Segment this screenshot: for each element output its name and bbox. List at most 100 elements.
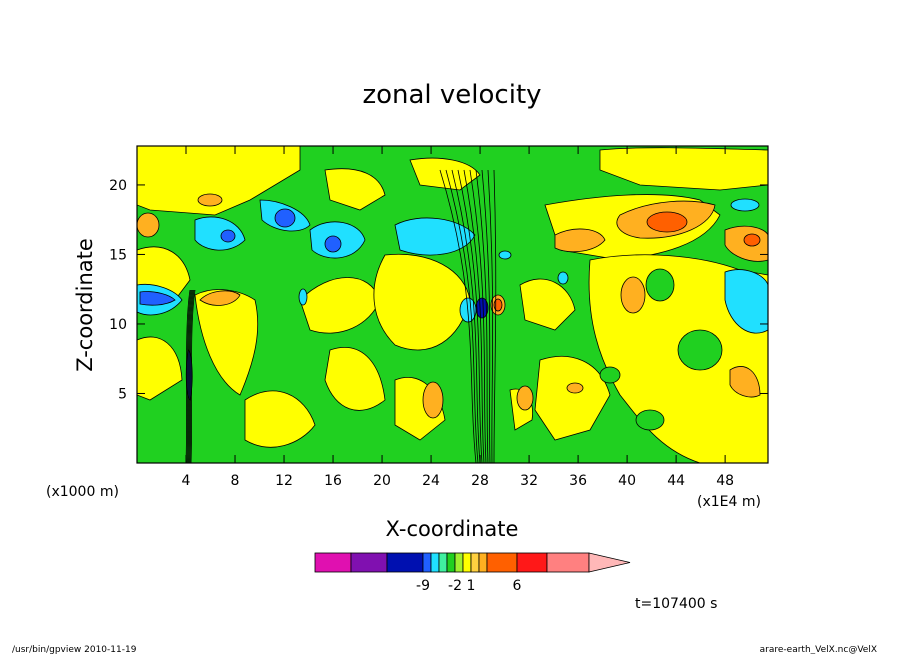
- contour-region: [139, 291, 176, 306]
- contour-region: [566, 382, 584, 394]
- colorbar-segment: [386, 552, 424, 573]
- colorbar-segment: [462, 552, 472, 573]
- contour-line: [469, 169, 487, 463]
- colorbar-segment: [470, 552, 480, 573]
- contour-region: [729, 366, 761, 398]
- colorbar-segment: [516, 552, 548, 573]
- contour-line: [185, 289, 191, 463]
- colorbar-segment: [430, 552, 440, 573]
- contour-line: [445, 169, 479, 463]
- colorbar-segment: [350, 552, 388, 573]
- contour-region: [324, 347, 386, 411]
- colorbar-segment: [454, 552, 464, 573]
- colorbar-label: -2: [448, 578, 462, 594]
- contour-line: [463, 169, 485, 463]
- colorbar-label: -9: [416, 578, 430, 594]
- y-tick-label: 10: [109, 317, 127, 333]
- colorbar-extension: [588, 552, 631, 573]
- x-tick-label: 40: [618, 473, 636, 489]
- contour-region: [646, 211, 688, 233]
- contour-line: [190, 289, 196, 463]
- contour-region: [677, 329, 723, 371]
- contour-line: [188, 289, 194, 463]
- colorbar-segment: [546, 552, 590, 573]
- colorbar-segment: [446, 552, 456, 573]
- contour-region: [194, 289, 259, 396]
- contour-line: [451, 169, 481, 463]
- contour-region: [493, 298, 503, 312]
- y-tick-label: 5: [118, 386, 127, 402]
- x-tick-label: 12: [275, 473, 293, 489]
- contour-region: [534, 356, 611, 441]
- x-tick-label: 8: [231, 473, 240, 489]
- x-tick-label: 44: [667, 473, 685, 489]
- contour-region: [743, 233, 761, 247]
- x-tick-label: 36: [569, 473, 587, 489]
- y-axis-ticks: 5 10 15 20: [109, 178, 768, 402]
- plot-area: [137, 146, 768, 463]
- chart-title: zonal velocity: [362, 80, 541, 110]
- x-axis-ticks: 4 8 12 16 20 24 28 32 36 40 44 48: [182, 146, 734, 489]
- contour-region: [516, 385, 534, 411]
- contour-region: [620, 276, 646, 314]
- contour-region: [220, 229, 236, 243]
- contour-region: [137, 336, 183, 401]
- x-tick-label: 48: [716, 473, 734, 489]
- contour-region: [557, 271, 569, 285]
- x-tick-label: 4: [182, 473, 191, 489]
- contour-region: [475, 297, 489, 319]
- y-tick-label: 20: [109, 178, 127, 194]
- footer-left: /usr/bin/gpview 2010-11-19: [12, 645, 137, 654]
- contour-line: [189, 289, 195, 463]
- x-tick-label: 24: [422, 473, 440, 489]
- y-unit-label: (x1000 m): [46, 484, 119, 500]
- colorbar-segment: [478, 552, 488, 573]
- contour-region: [599, 366, 621, 384]
- contour-line: [481, 169, 491, 463]
- contour-line: [187, 289, 193, 463]
- y-tick-label: 15: [109, 247, 127, 263]
- contour-region: [373, 253, 471, 351]
- contour-region: [422, 381, 444, 419]
- colorbar-label: 6: [513, 578, 522, 594]
- x-unit-label: (x1E4 m): [697, 494, 761, 510]
- x-tick-label: 32: [520, 473, 538, 489]
- contour-line: [493, 169, 497, 463]
- contour-region: [519, 278, 576, 331]
- contour-region: [498, 250, 512, 260]
- contour-region: [554, 228, 606, 253]
- contour-region: [137, 212, 160, 238]
- contour-region: [599, 147, 768, 191]
- contour-region: [274, 208, 296, 228]
- contour-fields: [137, 146, 768, 463]
- contour-line: [186, 289, 192, 463]
- contour-region: [194, 216, 246, 251]
- y-axis-label: Z-coordinate: [73, 238, 97, 372]
- contour-region: [137, 146, 301, 216]
- contour-region: [298, 288, 308, 306]
- contour-region: [645, 268, 675, 302]
- contour-line: [457, 169, 483, 463]
- colorbar-segment: [422, 552, 432, 573]
- plot-frame: [136, 145, 769, 464]
- colorbar: -9 -2 1 6: [314, 552, 631, 594]
- contour-region: [244, 390, 316, 448]
- contour-line: [439, 169, 477, 463]
- contour-region: [197, 193, 223, 207]
- x-tick-label: 28: [471, 473, 489, 489]
- contour-line: [487, 169, 494, 463]
- contour-region: [730, 198, 760, 212]
- x-tick-label: 20: [373, 473, 391, 489]
- x-axis-label: X-coordinate: [386, 517, 519, 541]
- time-label: t=107400 s: [635, 596, 717, 612]
- x-tick-label: 16: [324, 473, 342, 489]
- colorbar-segment: [486, 552, 518, 573]
- contour-region: [635, 409, 665, 431]
- contour-line: [475, 169, 489, 463]
- colorbar-label: 1: [467, 578, 476, 594]
- colorbar-segment: [314, 552, 352, 573]
- contour-region: [324, 235, 342, 253]
- contour-region: [199, 290, 241, 306]
- footer-right: arare-earth_VelX.nc@VelX: [760, 645, 877, 654]
